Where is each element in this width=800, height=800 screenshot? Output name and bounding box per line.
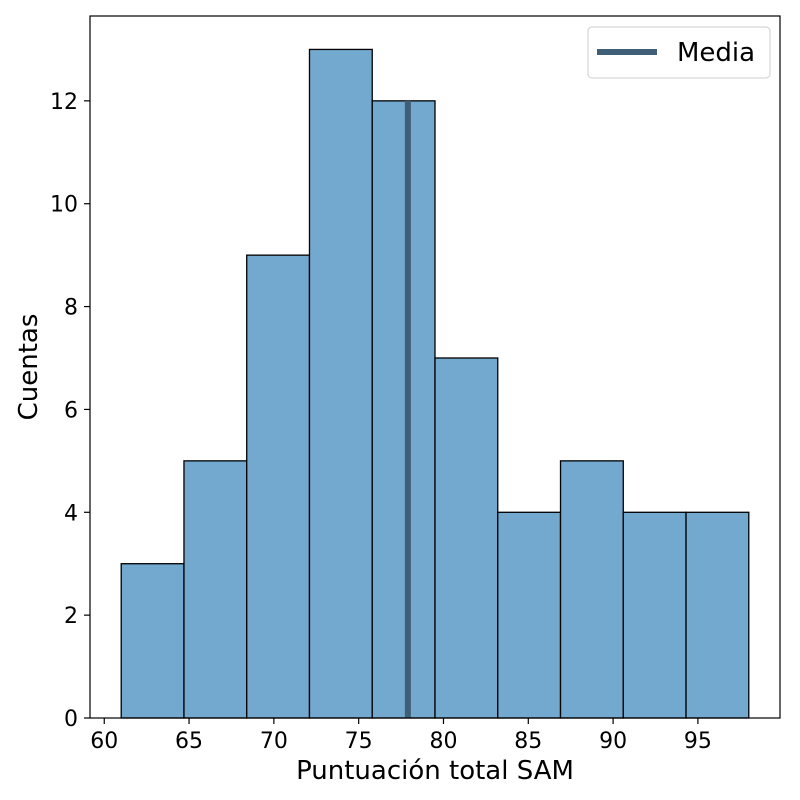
legend-label-media: Media [677,38,755,68]
y-tick-label-0: 0 [64,707,78,732]
y-tick-label-6: 12 [50,90,78,115]
x-tick-label-4: 80 [429,729,457,754]
histogram-bar-0 [120,563,185,719]
y-tick-label-1: 2 [64,604,78,629]
y-tick-label-3: 6 [64,398,78,423]
y-axis-title: Cuentas [14,314,44,421]
bars-group [120,48,750,719]
histogram-bar-3 [308,48,373,719]
histogram-bar-9 [685,511,750,719]
x-axis-title: Puntuación total SAM [296,756,574,786]
histogram-bar-5 [434,357,499,719]
y-tick-label-2: 4 [64,501,78,526]
y-axis-ticks: 0 2 4 6 8 10 12 [50,90,90,732]
histogram-bar-6 [497,511,562,719]
x-tick-label-6: 90 [599,729,627,754]
legend: Media [587,26,771,79]
y-tick-label-5: 10 [50,193,78,218]
x-tick-label-0: 60 [90,729,118,754]
x-tick-label-1: 65 [175,729,203,754]
x-tick-label-3: 75 [345,729,373,754]
x-tick-label-7: 95 [684,729,712,754]
y-tick-label-4: 8 [64,296,78,321]
x-tick-label-2: 70 [260,729,288,754]
x-axis-ticks: 60 65 70 75 80 85 90 95 [90,718,712,754]
histogram-bar-2 [246,254,311,719]
x-tick-label-5: 85 [514,729,542,754]
histogram-bar-8 [622,511,687,719]
histogram-bar-7 [559,460,624,719]
histogram-bar-4 [371,100,436,719]
plot-frame [89,15,781,719]
legend-box [587,26,771,79]
histogram-bar-1 [183,460,248,719]
